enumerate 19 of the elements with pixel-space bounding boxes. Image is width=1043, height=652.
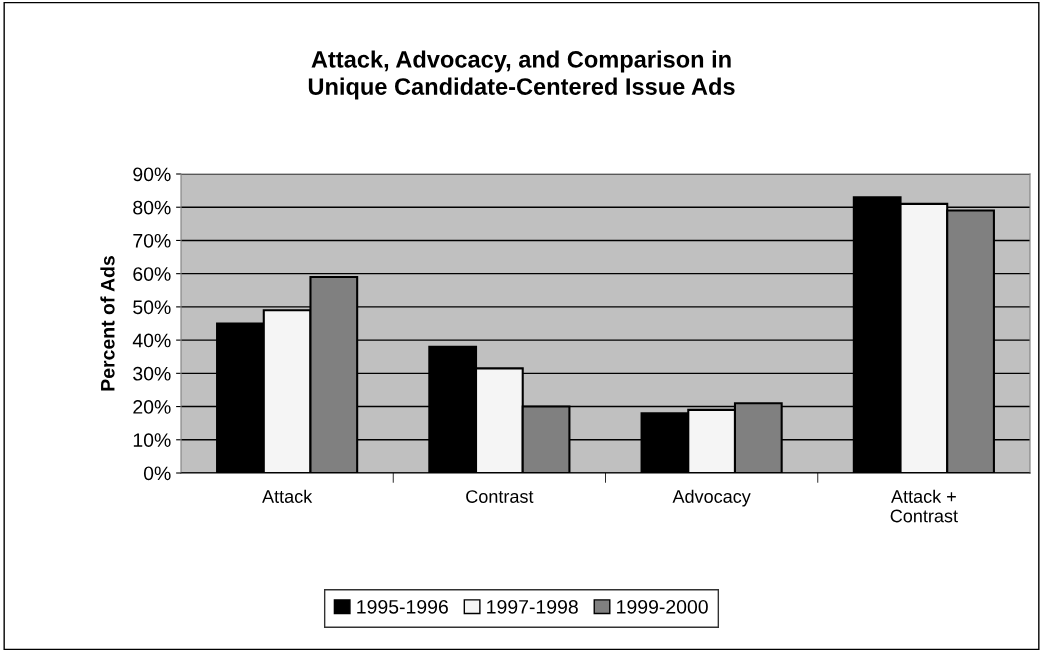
legend-label: 1997-1998: [487, 599, 578, 614]
y-tick-label: 40%: [132, 333, 171, 348]
legend-label: 1999-2000: [617, 599, 708, 614]
y-tick-label: 20%: [133, 400, 171, 414]
legend-label: 1995-1996: [357, 599, 448, 614]
y-tick-label: 70%: [133, 233, 171, 248]
x-tick-label: Attack + Contrast: [890, 489, 958, 523]
x-tick-label: Advocacy: [672, 489, 751, 507]
x-tick-label: Attack: [262, 489, 313, 503]
y-tick-label: 80%: [133, 200, 171, 215]
y-tick-label: 60%: [133, 267, 171, 281]
y-tick-label: 30%: [133, 366, 171, 381]
x-tick-label: Contrast: [466, 490, 534, 503]
y-tick-label: 0%: [143, 466, 171, 481]
y-tick-label: 10%: [133, 433, 171, 448]
y-tick-label: 90%: [133, 167, 171, 182]
y-axis-title: Percent of Ads: [100, 256, 115, 391]
y-tick-label: 50%: [133, 300, 171, 315]
chart-title: Attack, Advocacy, and Comparison in Unique Candidate-Centered Issue Ads: [308, 50, 735, 100]
